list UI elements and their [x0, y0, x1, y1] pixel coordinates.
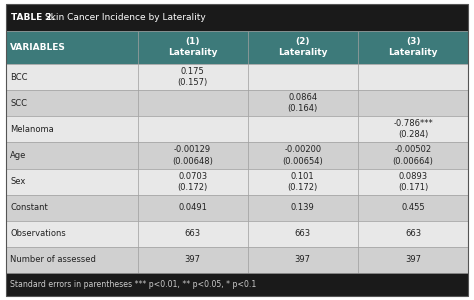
- Bar: [137, 195, 247, 221]
- Bar: [247, 169, 358, 195]
- Bar: [247, 116, 358, 142]
- Text: 397: 397: [184, 255, 201, 264]
- Text: Skin Cancer Incidence by Laterality: Skin Cancer Incidence by Laterality: [42, 13, 206, 22]
- Text: -0.00200
(0.00654): -0.00200 (0.00654): [283, 146, 323, 166]
- Text: 0.0864
(0.164): 0.0864 (0.164): [288, 93, 318, 113]
- Bar: [247, 221, 358, 247]
- Bar: [358, 31, 468, 64]
- Text: (3)
Laterality: (3) Laterality: [388, 37, 438, 57]
- Text: Age: Age: [10, 151, 27, 160]
- Text: -0.786***
(0.284): -0.786*** (0.284): [393, 119, 433, 140]
- Text: 0.0703
(0.172): 0.0703 (0.172): [177, 172, 208, 192]
- Bar: [358, 90, 468, 116]
- Bar: [137, 247, 247, 273]
- Bar: [137, 64, 247, 90]
- Text: VARIABLES: VARIABLES: [10, 43, 66, 52]
- Text: 0.101
(0.172): 0.101 (0.172): [288, 172, 318, 192]
- Bar: [358, 116, 468, 142]
- Text: 397: 397: [295, 255, 310, 264]
- Text: Melanoma: Melanoma: [10, 125, 54, 134]
- Text: 663: 663: [184, 229, 201, 238]
- Text: TABLE 2.: TABLE 2.: [11, 13, 55, 22]
- Bar: [6, 31, 137, 64]
- Bar: [358, 64, 468, 90]
- Bar: [137, 31, 247, 64]
- Bar: [6, 273, 468, 296]
- Text: Constant: Constant: [10, 203, 48, 212]
- Bar: [247, 90, 358, 116]
- Bar: [6, 221, 137, 247]
- Bar: [137, 90, 247, 116]
- Bar: [6, 116, 137, 142]
- Text: 0.139: 0.139: [291, 203, 315, 212]
- Text: (1)
Laterality: (1) Laterality: [168, 37, 218, 57]
- Bar: [6, 247, 137, 273]
- Bar: [6, 4, 468, 31]
- Bar: [137, 221, 247, 247]
- Bar: [6, 142, 137, 169]
- Bar: [137, 142, 247, 169]
- Bar: [247, 142, 358, 169]
- Text: Standard errors in parentheses *** p<0.01, ** p<0.05, * p<0.1: Standard errors in parentheses *** p<0.0…: [10, 280, 257, 289]
- Bar: [6, 169, 137, 195]
- Text: (2)
Laterality: (2) Laterality: [278, 37, 328, 57]
- Text: 0.0491: 0.0491: [178, 203, 207, 212]
- Bar: [247, 31, 358, 64]
- Bar: [6, 64, 137, 90]
- Bar: [137, 169, 247, 195]
- Text: 663: 663: [405, 229, 421, 238]
- Text: BCC: BCC: [10, 73, 28, 82]
- Text: -0.00129
(0.00648): -0.00129 (0.00648): [172, 146, 213, 166]
- Bar: [358, 247, 468, 273]
- Text: Number of assessed: Number of assessed: [10, 255, 96, 264]
- Text: Sex: Sex: [10, 177, 26, 186]
- Text: 0.175
(0.157): 0.175 (0.157): [177, 67, 208, 87]
- Text: 0.455: 0.455: [401, 203, 425, 212]
- Bar: [358, 169, 468, 195]
- Bar: [247, 64, 358, 90]
- Text: 0.0893
(0.171): 0.0893 (0.171): [398, 172, 428, 192]
- Bar: [6, 90, 137, 116]
- Bar: [137, 116, 247, 142]
- Bar: [6, 195, 137, 221]
- Bar: [358, 142, 468, 169]
- Bar: [247, 195, 358, 221]
- Text: Observations: Observations: [10, 229, 66, 238]
- Text: 663: 663: [295, 229, 311, 238]
- Text: 397: 397: [405, 255, 421, 264]
- Bar: [247, 247, 358, 273]
- Bar: [358, 195, 468, 221]
- Bar: [358, 221, 468, 247]
- Text: SCC: SCC: [10, 99, 27, 108]
- Text: -0.00502
(0.00664): -0.00502 (0.00664): [392, 146, 433, 166]
